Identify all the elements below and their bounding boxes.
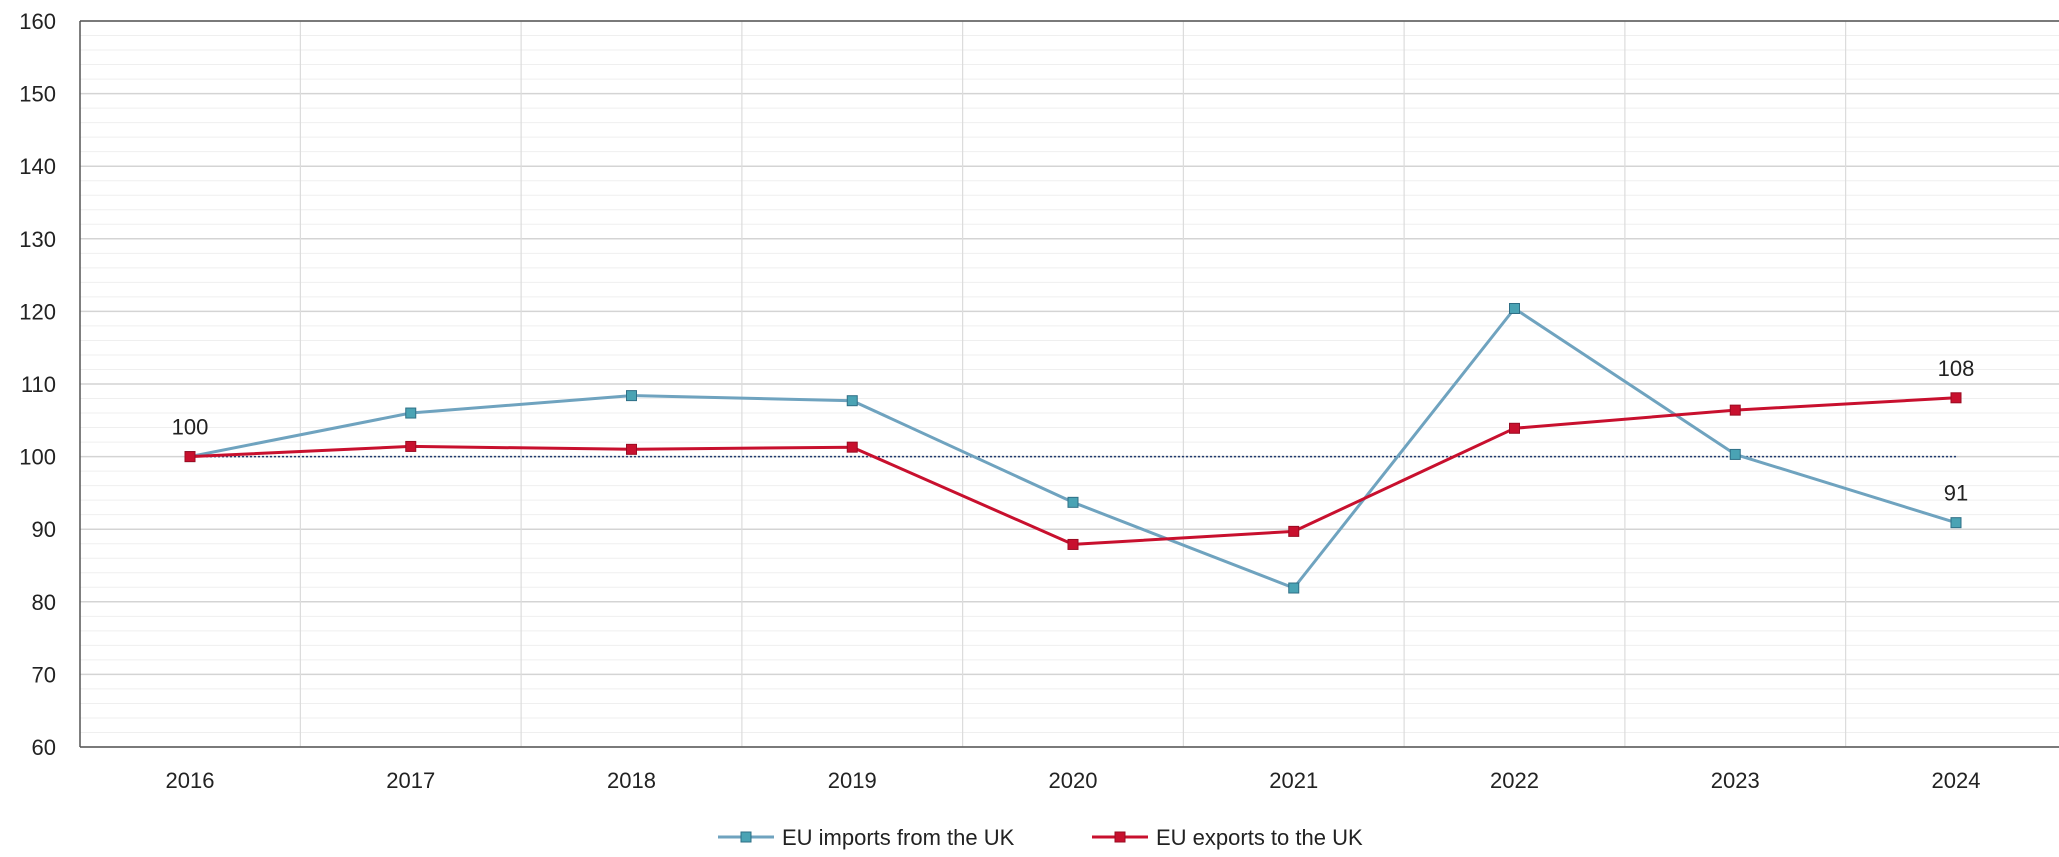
y-tick-label: 140 [19, 154, 56, 179]
data-point [405, 407, 417, 419]
legend: EU imports from the UK EU exports to the … [718, 825, 1363, 850]
legend-item-1: EU imports from the UK [718, 825, 1015, 850]
y-tick-label: 70 [32, 662, 56, 687]
data-point [626, 390, 637, 402]
x-tick-label: 2020 [1049, 768, 1098, 793]
data-point [1067, 496, 1079, 508]
data-labels: 100 108 91 [172, 356, 1975, 506]
x-tick-label: 2024 [1932, 768, 1981, 793]
y-tick-label: 110 [21, 372, 56, 397]
series-2 [184, 392, 1962, 550]
data-point [405, 440, 417, 452]
y-tick-label: 100 [19, 445, 56, 470]
data-point [1288, 525, 1300, 537]
y-tick-label: 160 [19, 9, 56, 34]
data-point [1509, 422, 1520, 434]
x-tick-label: 2017 [386, 768, 435, 793]
data-point [1729, 448, 1741, 460]
legend-label: EU imports from the UK [782, 825, 1015, 850]
series-layer [184, 302, 1962, 594]
y-tick-label: 80 [32, 590, 56, 615]
x-tick-label: 2018 [607, 768, 656, 793]
y-tick-label: 150 [19, 82, 56, 107]
axes: 60 70 80 90 100 110 120 130 140 150 160 2016 2017 201… [19, 9, 2059, 793]
legend-label: EU exports to the UK [1156, 825, 1363, 850]
y-tick-label: 90 [32, 517, 56, 542]
legend-marker [740, 831, 752, 843]
data-label: 91 [1944, 481, 1968, 506]
data-point [1950, 517, 1962, 529]
grid [80, 20, 2059, 748]
data-point [1067, 538, 1079, 550]
data-point [846, 441, 858, 453]
data-label: 108 [1938, 356, 1975, 381]
x-tick-label: 2023 [1711, 768, 1760, 793]
data-point [1509, 302, 1520, 314]
data-point [846, 395, 858, 407]
data-point [626, 443, 637, 455]
data-point [1950, 392, 1962, 404]
x-tick-label: 2022 [1490, 768, 1539, 793]
y-tick-label: 130 [19, 227, 56, 252]
y-tick-label: 60 [32, 735, 56, 760]
data-point [184, 451, 196, 463]
data-point [1288, 582, 1300, 594]
x-tick-label: 2016 [166, 768, 215, 793]
x-tick-label: 2021 [1269, 768, 1318, 793]
data-point [1729, 404, 1741, 416]
data-label: 100 [172, 415, 209, 440]
legend-item-2: EU exports to the UK [1092, 825, 1363, 850]
legend-marker [1114, 831, 1126, 843]
x-tick-label: 2019 [828, 768, 877, 793]
y-tick-label: 120 [19, 299, 56, 324]
